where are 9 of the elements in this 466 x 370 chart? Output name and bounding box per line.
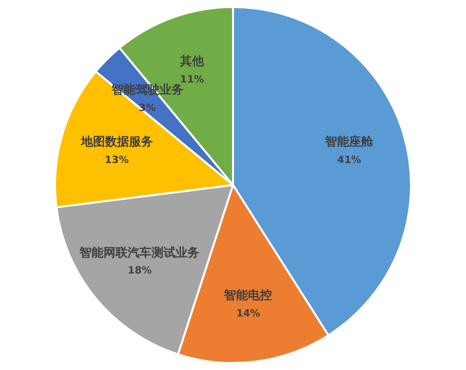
data-label: 18% bbox=[128, 266, 152, 277]
slice-label: 智能电控 bbox=[223, 288, 272, 302]
slice-label: 地图数据服务 bbox=[80, 134, 153, 148]
slice-label: 智能座舱 bbox=[324, 134, 374, 148]
slice-label: 智能网联汽车测试业务 bbox=[78, 245, 200, 260]
data-label: 41% bbox=[337, 154, 362, 166]
data-label: 13% bbox=[104, 154, 129, 166]
data-label: 14% bbox=[236, 308, 260, 320]
slice-label: 其他 bbox=[179, 54, 205, 68]
